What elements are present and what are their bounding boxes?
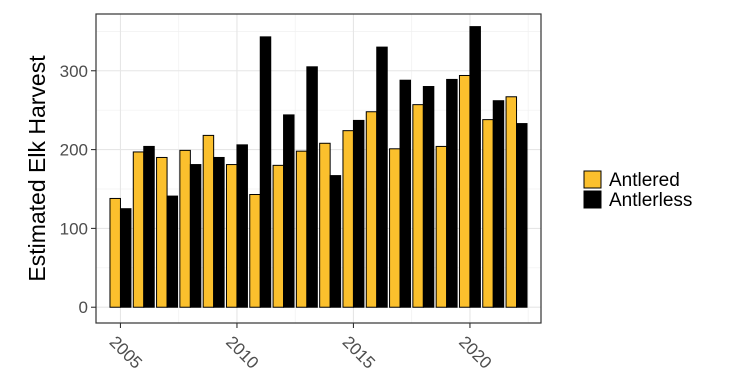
legend-label-antlerless: Antlerless (609, 190, 692, 211)
legend-key-antlerless (583, 190, 602, 209)
bar-antlered-2011 (249, 194, 261, 308)
bar-antlerless-2006 (143, 145, 155, 308)
bar-antlered-2012 (272, 164, 285, 308)
legend-key-antlered (583, 170, 602, 189)
bar-antlerless-2007 (166, 195, 179, 308)
bar-antlerless-2020 (469, 26, 481, 308)
y-axis-title: Estimated Elk Harvest (24, 55, 50, 282)
bar-antlered-2015 (342, 130, 354, 308)
x-tick-label: 2015 (339, 332, 379, 372)
bar-antlered-2017 (389, 148, 401, 308)
bar-antlered-2021 (482, 119, 494, 308)
bar-antlered-2018 (412, 104, 424, 308)
bar-antlered-2007 (156, 156, 168, 308)
bar-antlerless-2012 (283, 114, 295, 308)
bar-antlered-2016 (365, 111, 378, 308)
y-tick-label: 200 (60, 141, 88, 160)
bar-antlerless-2019 (446, 78, 458, 308)
bar-antlerless-2014 (329, 175, 342, 308)
y-tick-label: 300 (60, 62, 88, 81)
bar-antlered-2022 (505, 96, 518, 308)
bar-antlered-2020 (458, 74, 471, 308)
bar-antlered-2005 (109, 197, 121, 308)
bar-antlered-2009 (202, 134, 215, 308)
x-tick-label: 2020 (455, 332, 495, 372)
bar-antlerless-2015 (352, 119, 365, 308)
bar-antlerless-2009 (213, 156, 225, 308)
y-tick-label: 100 (60, 219, 88, 238)
bar-antlered-2014 (319, 142, 331, 308)
bars-layer (109, 26, 528, 308)
bar-antlerless-2018 (422, 86, 435, 308)
bar-antlerless-2013 (306, 66, 318, 308)
bar-antlerless-2008 (189, 164, 202, 308)
x-tick-label: 2005 (106, 332, 146, 372)
legend-label-antlered: Antlered (609, 170, 680, 191)
bar-antlerless-2010 (236, 144, 248, 308)
bar-antlerless-2016 (376, 46, 388, 308)
bar-antlerless-2017 (399, 79, 412, 308)
bar-antlered-2010 (225, 164, 238, 308)
bar-antlered-2006 (132, 151, 145, 308)
x-tick-label: 2010 (222, 332, 262, 372)
y-tick-label: 0 (79, 298, 88, 317)
panel-border (95, 13, 542, 324)
bar-antlerless-2021 (492, 100, 505, 308)
bar-antlerless-2011 (259, 36, 272, 308)
bar-antlered-2013 (295, 150, 308, 308)
bar-antlered-2008 (179, 149, 191, 308)
bar-antlerless-2005 (119, 208, 132, 308)
bar-antlered-2019 (435, 145, 448, 308)
bar-antlerless-2022 (516, 123, 528, 308)
